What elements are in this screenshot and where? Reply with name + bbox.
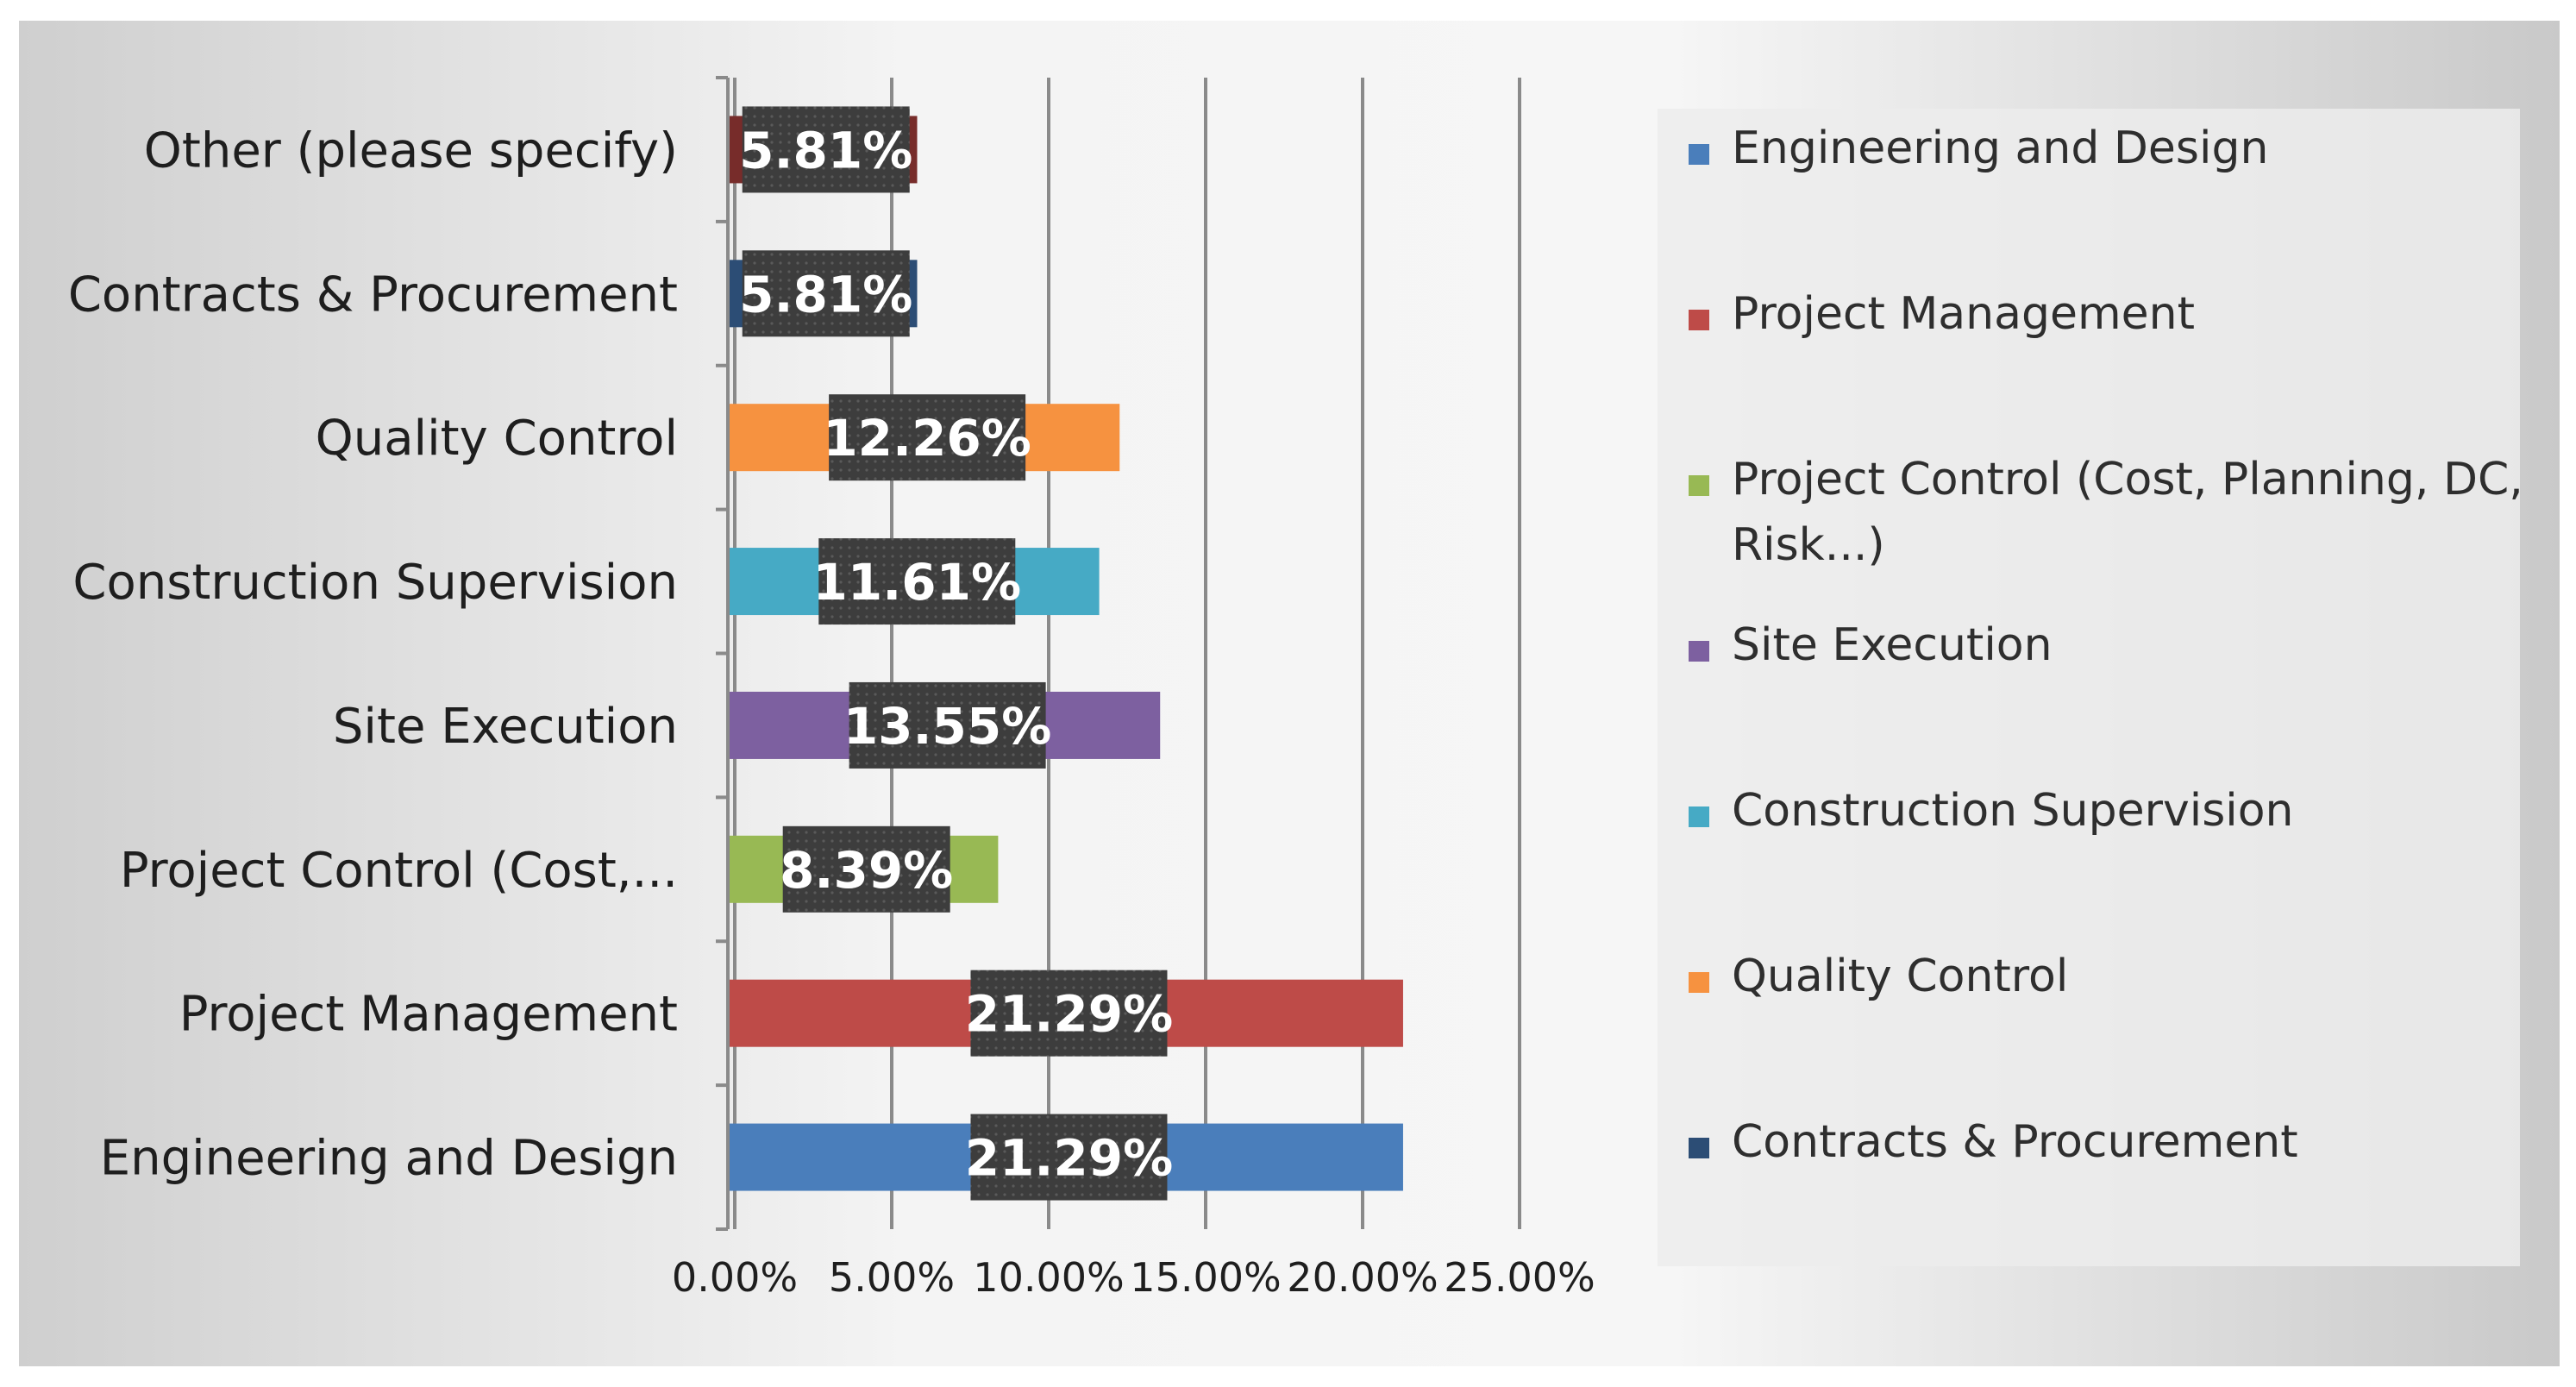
legend-label: Construction Supervision <box>1732 785 2294 837</box>
legend-swatch <box>1689 972 1709 993</box>
legend-box <box>1658 109 2520 1266</box>
x-tick-label: 5.00% <box>829 1254 955 1301</box>
data-label-box <box>970 1114 1168 1201</box>
category-label: Site Execution <box>333 699 678 755</box>
legend-swatch <box>1689 1138 1709 1158</box>
x-tick-label: 10.00% <box>973 1254 1124 1301</box>
category-label: Project Control (Cost,... <box>120 843 678 899</box>
x-tick-label: 20.00% <box>1287 1254 1438 1301</box>
data-label-box <box>818 538 1016 625</box>
data-label: 11.61% <box>813 553 1022 612</box>
legend-swatch <box>1689 806 1709 827</box>
data-label-box <box>849 681 1046 769</box>
category-label: Construction Supervision <box>72 555 678 611</box>
data-label-box <box>970 970 1168 1057</box>
data-label: 21.29% <box>965 985 1174 1044</box>
data-label: 8.39% <box>780 841 953 900</box>
data-label-box <box>742 250 910 337</box>
data-label-box <box>742 106 910 193</box>
x-tick-label: 0.00% <box>672 1254 798 1301</box>
legend-label: Engineering and Design <box>1732 122 2268 174</box>
category-label: Quality Control <box>316 411 678 467</box>
legend-swatch <box>1689 641 1709 662</box>
x-tick-label: 15.00% <box>1130 1254 1281 1301</box>
data-label: 5.81% <box>739 121 912 179</box>
legend-label: Quality Control <box>1732 951 2068 1002</box>
legend-swatch <box>1689 310 1709 330</box>
legend-label: Project Management <box>1732 288 2195 340</box>
legend-label-line2: Risk...) <box>1732 519 1885 571</box>
legend-label: Site Execution <box>1732 619 2053 671</box>
data-label: 5.81% <box>739 265 912 323</box>
category-label: Other (please specify) <box>144 122 678 179</box>
data-label: 21.29% <box>965 1129 1174 1188</box>
category-label: Project Management <box>179 987 678 1043</box>
legend-label: Contracts & Procurement <box>1732 1116 2298 1168</box>
x-tick-label: 25.00% <box>1444 1254 1595 1301</box>
legend-swatch <box>1689 144 1709 165</box>
data-label: 12.26% <box>823 409 1031 468</box>
data-label: 13.55% <box>843 697 1052 756</box>
category-label: Contracts & Procurement <box>68 267 678 323</box>
legend-label: Project Control (Cost, Planning, DC, <box>1732 454 2523 505</box>
legend-swatch <box>1689 475 1709 496</box>
data-label-box <box>782 825 950 913</box>
data-label-box <box>829 394 1026 481</box>
category-label: Engineering and Design <box>100 1131 678 1187</box>
